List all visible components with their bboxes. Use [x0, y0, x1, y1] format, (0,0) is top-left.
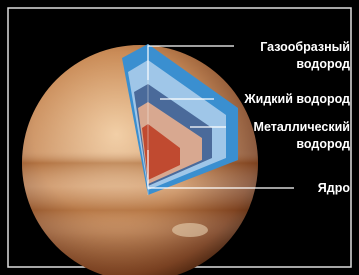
label-line: Металлический	[254, 120, 350, 134]
label-line: Газообразный	[260, 40, 350, 54]
diagram: Газообразный водород Жидкий водород Мета…	[0, 0, 359, 275]
label-line: Жидкий водород	[243, 92, 350, 106]
label-line: водород	[296, 137, 350, 151]
label-line: Ядро	[318, 181, 351, 195]
label-line: водород	[296, 57, 350, 71]
